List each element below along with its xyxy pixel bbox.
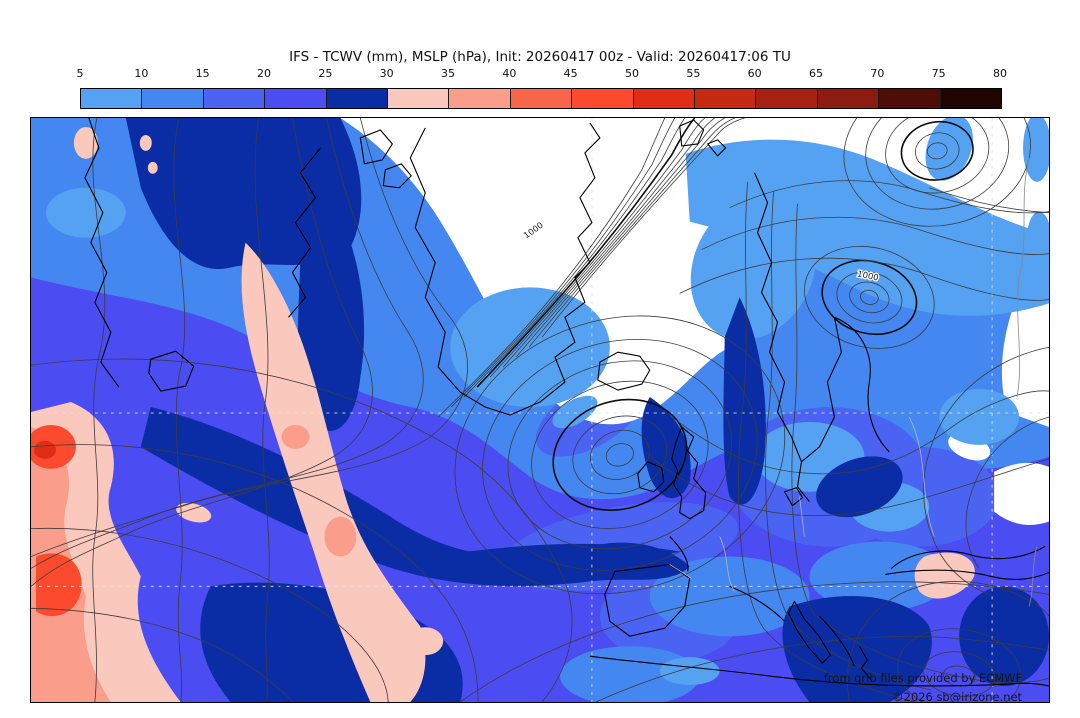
colorbar-segment (632, 89, 695, 108)
attribution-source: from grib files provided by ECMWF (824, 671, 1022, 685)
colorbar-segment (81, 89, 142, 108)
colorbar-segment (816, 89, 879, 108)
colorbar-tick-label: 70 (870, 67, 885, 80)
colorbar-segment (264, 89, 326, 108)
colorbar-tick-label: 20 (257, 67, 271, 80)
colorbar-tick-label: 25 (318, 67, 333, 80)
figure-title: IFS - TCWV (mm), MSLP (hPa), Init: 20260… (289, 49, 791, 65)
colorbar-tick-label: 45 (563, 67, 578, 80)
colorbar-segment (141, 89, 203, 108)
colorbar-tick-label: 60 (747, 67, 762, 80)
colorbar-tick-label: 40 (502, 67, 517, 80)
colorbar-tick-label: 75 (931, 67, 946, 80)
colorbar-segment (571, 89, 633, 108)
colorbar-tick-label: 50 (625, 67, 639, 80)
map-canvas: 1000 1000 from grib files provided by EC… (31, 118, 1049, 702)
graticule (31, 118, 1049, 702)
colorbar-segment (325, 89, 388, 108)
colorbar-segment (387, 89, 449, 108)
colorbar-tick-label: 65 (809, 67, 823, 80)
colorbar-segment (202, 89, 265, 108)
colorbar-tick-label: 5 (76, 67, 84, 80)
colorbar-segment (694, 89, 756, 108)
tcwv-fill-layer (31, 118, 1049, 702)
colorbar-tick-label: 35 (441, 67, 455, 80)
colorbar-tick-label: 80 (993, 67, 1007, 80)
colorbar-segment (755, 89, 817, 108)
attribution: from grib files provided by ECMWF ©2026 … (824, 671, 1023, 702)
mslp-contours (31, 118, 1049, 702)
colorbar-tick-label: 15 (195, 67, 210, 80)
colorbar-segment (878, 89, 940, 108)
colorbar-tick-label: 30 (379, 67, 394, 80)
attribution-copyright: ©2026 sb@irizone.net (892, 690, 1022, 702)
colorbar-segment (448, 89, 510, 108)
colorbar-tick-label: 10 (134, 67, 149, 80)
colorbar-tick-label: 55 (686, 67, 701, 80)
colorbar (80, 88, 1002, 109)
coastlines (84, 118, 1049, 687)
colorbar-segment (939, 89, 1002, 108)
weather-map: 1000 1000 from grib files provided by EC… (30, 117, 1050, 703)
colorbar-segment (509, 89, 572, 108)
colorbar-tick-labels: 5 10 15 20 25 30 35 40 45 50 55 60 65 70 75 80 (76, 67, 1008, 81)
